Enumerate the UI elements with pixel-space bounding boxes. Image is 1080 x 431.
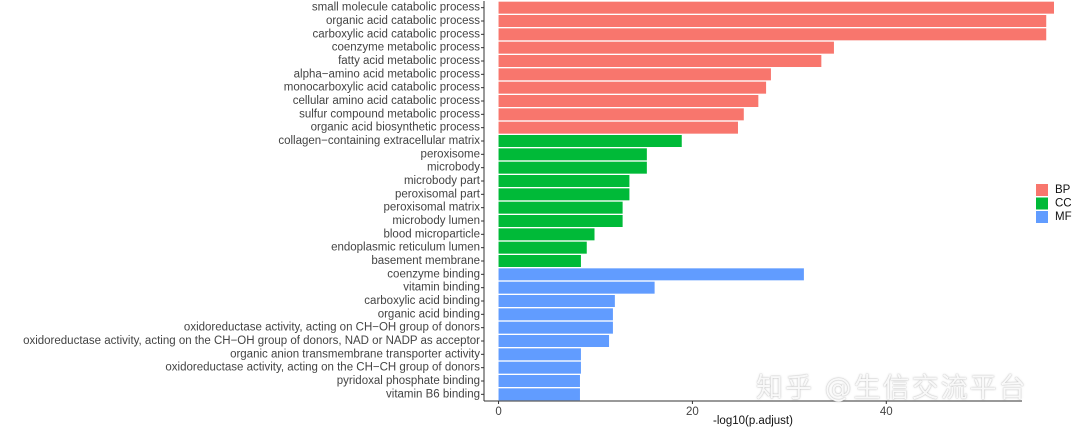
- bar-bp: [498, 15, 1047, 27]
- bar-mf: [498, 295, 615, 307]
- bar-mf: [498, 308, 613, 321]
- bar-cc: [498, 241, 587, 254]
- category-label: oxidoreductase activity, acting on CH−OH…: [184, 322, 480, 334]
- legend-label-bp: BP: [1055, 184, 1071, 196]
- category-label: carboxylic acid binding: [364, 295, 480, 307]
- category-label: microbody: [427, 162, 480, 174]
- bar-bp: [498, 41, 834, 54]
- category-label: peroxisomal matrix: [384, 202, 481, 214]
- category-label: oxidoreductase activity, acting on the C…: [165, 362, 480, 374]
- bar-mf: [498, 268, 804, 281]
- category-label: sulfur compound metabolic process: [299, 108, 480, 120]
- bar-bp: [498, 1, 1054, 14]
- bar-mf: [498, 361, 581, 374]
- bar-cc: [498, 255, 581, 267]
- bar-cc: [498, 135, 682, 147]
- category-label: microbody lumen: [392, 215, 480, 227]
- category-label: organic acid biosynthetic process: [311, 122, 481, 134]
- x-tick-label: 40: [880, 406, 893, 418]
- watermark: 知乎 @生信交流平台: [756, 373, 1028, 404]
- category-label: small molecule catabolic process: [312, 2, 480, 14]
- category-label: monocarboxylic acid catabolic process: [284, 82, 480, 94]
- bar-cc: [498, 215, 623, 227]
- bar-mf: [498, 281, 655, 294]
- bar-mf: [498, 335, 610, 347]
- bars-group: [498, 1, 1054, 401]
- legend-label-cc: CC: [1055, 198, 1072, 210]
- bar-mf: [498, 321, 613, 334]
- legend-swatch-cc: [1036, 197, 1048, 210]
- legend-label-mf: MF: [1055, 211, 1072, 223]
- bar-bp: [498, 68, 771, 81]
- category-label: collagen−containing extracellular matrix: [278, 135, 480, 147]
- category-label: basement membrane: [371, 255, 480, 267]
- bar-bp: [498, 121, 738, 134]
- x-ticks-group: 0 20 40: [495, 401, 893, 418]
- x-tick-label: 20: [686, 406, 699, 418]
- bar-cc: [498, 161, 647, 174]
- bar-cc: [498, 201, 623, 214]
- category-label: peroxisomal part: [395, 188, 481, 200]
- bar-cc: [498, 148, 647, 161]
- category-label: fatty acid metabolic process: [338, 55, 480, 67]
- legend-swatch-mf: [1036, 211, 1048, 223]
- legend-swatch-bp: [1036, 184, 1048, 196]
- bar-mf: [498, 348, 581, 361]
- bar-cc: [498, 228, 595, 241]
- category-label: peroxisome: [421, 148, 480, 160]
- bar-mf: [498, 388, 580, 401]
- category-label: coenzyme metabolic process: [332, 42, 481, 54]
- bar-cc: [498, 188, 630, 201]
- category-label: cellular amino acid catabolic process: [293, 95, 481, 107]
- bar-bp: [498, 81, 767, 94]
- category-label: organic acid binding: [378, 308, 480, 320]
- category-label: carboxylic acid catabolic process: [313, 28, 481, 40]
- category-label: pyridoxal phosphate binding: [337, 375, 480, 387]
- category-label: endoplasmic reticulum lumen: [331, 242, 480, 254]
- category-label: vitamin B6 binding: [386, 388, 480, 400]
- category-label: oxidoreductase activity, acting on the C…: [23, 335, 480, 347]
- bar-bp: [498, 95, 759, 107]
- category-label: alpha−amino acid metabolic process: [294, 68, 481, 80]
- category-label: blood microparticle: [383, 228, 480, 240]
- bar-cc: [498, 175, 630, 187]
- bar-bp: [498, 108, 744, 121]
- category-label: microbody part: [404, 175, 481, 187]
- x-tick-label: 0: [495, 406, 501, 418]
- category-label: coenzyme binding: [387, 268, 480, 280]
- category-label: organic acid catabolic process: [326, 15, 480, 27]
- category-label: organic anion transmembrane transporter …: [230, 348, 480, 360]
- bar-bp: [498, 28, 1047, 41]
- x-axis-title: -log10(p.adjust): [713, 415, 793, 427]
- category-label: vitamin binding: [403, 282, 480, 294]
- bar-bp: [498, 55, 822, 67]
- category-labels-group: small molecule catabolic processorganic …: [23, 2, 481, 401]
- bar-mf: [498, 375, 580, 387]
